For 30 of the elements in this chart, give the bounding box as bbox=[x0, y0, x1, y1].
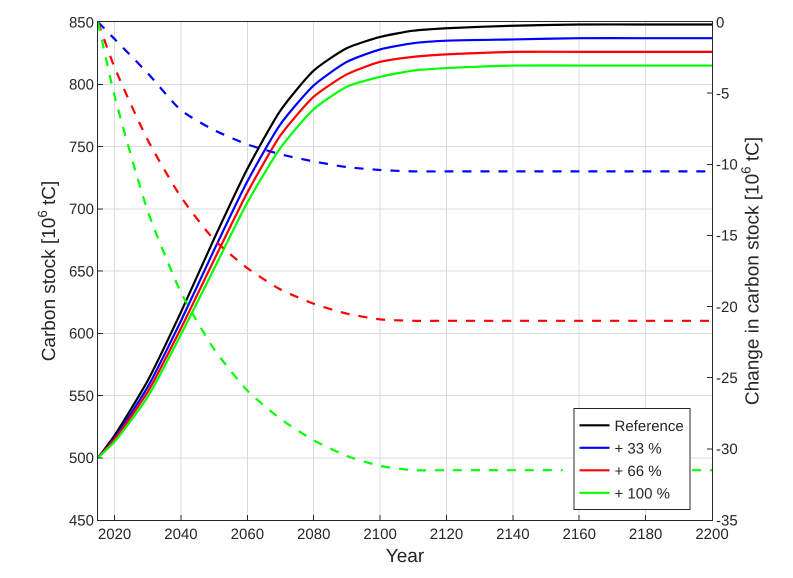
y-tick-label: 550 bbox=[68, 388, 94, 405]
x-tick-label: 2100 bbox=[363, 526, 397, 543]
y2-tick-label: -20 bbox=[716, 298, 738, 316]
x-tick-label: 2140 bbox=[496, 526, 530, 543]
y2-tick-label: 0 bbox=[716, 14, 724, 32]
y-tick-label: 600 bbox=[68, 326, 94, 342]
x-tick-label: 2120 bbox=[430, 526, 464, 543]
x-axis-title: Year bbox=[386, 546, 425, 567]
y-tick-label: 450 bbox=[68, 512, 94, 530]
legend-label: + 33 % bbox=[614, 440, 662, 458]
y2-tick-label: -5 bbox=[716, 85, 730, 102]
y2-tick-label: -15 bbox=[716, 228, 738, 245]
x-tick-label: 2080 bbox=[297, 526, 330, 543]
y2-tick-label: -30 bbox=[716, 441, 738, 458]
legend-label: + 66 % bbox=[614, 463, 662, 480]
y-tick-label: 850 bbox=[68, 14, 94, 32]
y-tick-label: 750 bbox=[68, 138, 94, 156]
x-tick-label: 2020 bbox=[98, 526, 132, 543]
x-tick-label: 2180 bbox=[628, 526, 662, 543]
y-tick-label: 800 bbox=[68, 76, 94, 94]
x-tick-label: 2040 bbox=[164, 526, 198, 543]
x-tick-label: 2160 bbox=[562, 526, 596, 543]
legend-label: Reference bbox=[614, 418, 684, 436]
y-tick-label: 500 bbox=[68, 450, 94, 467]
y2-tick-label: -25 bbox=[716, 370, 738, 387]
y-tick-label: 650 bbox=[68, 263, 94, 280]
y-tick-label: 700 bbox=[68, 201, 94, 218]
legend-label: + 100 % bbox=[614, 486, 670, 503]
x-tick-label: 2060 bbox=[230, 526, 264, 543]
y2-tick-label: -10 bbox=[716, 156, 738, 174]
